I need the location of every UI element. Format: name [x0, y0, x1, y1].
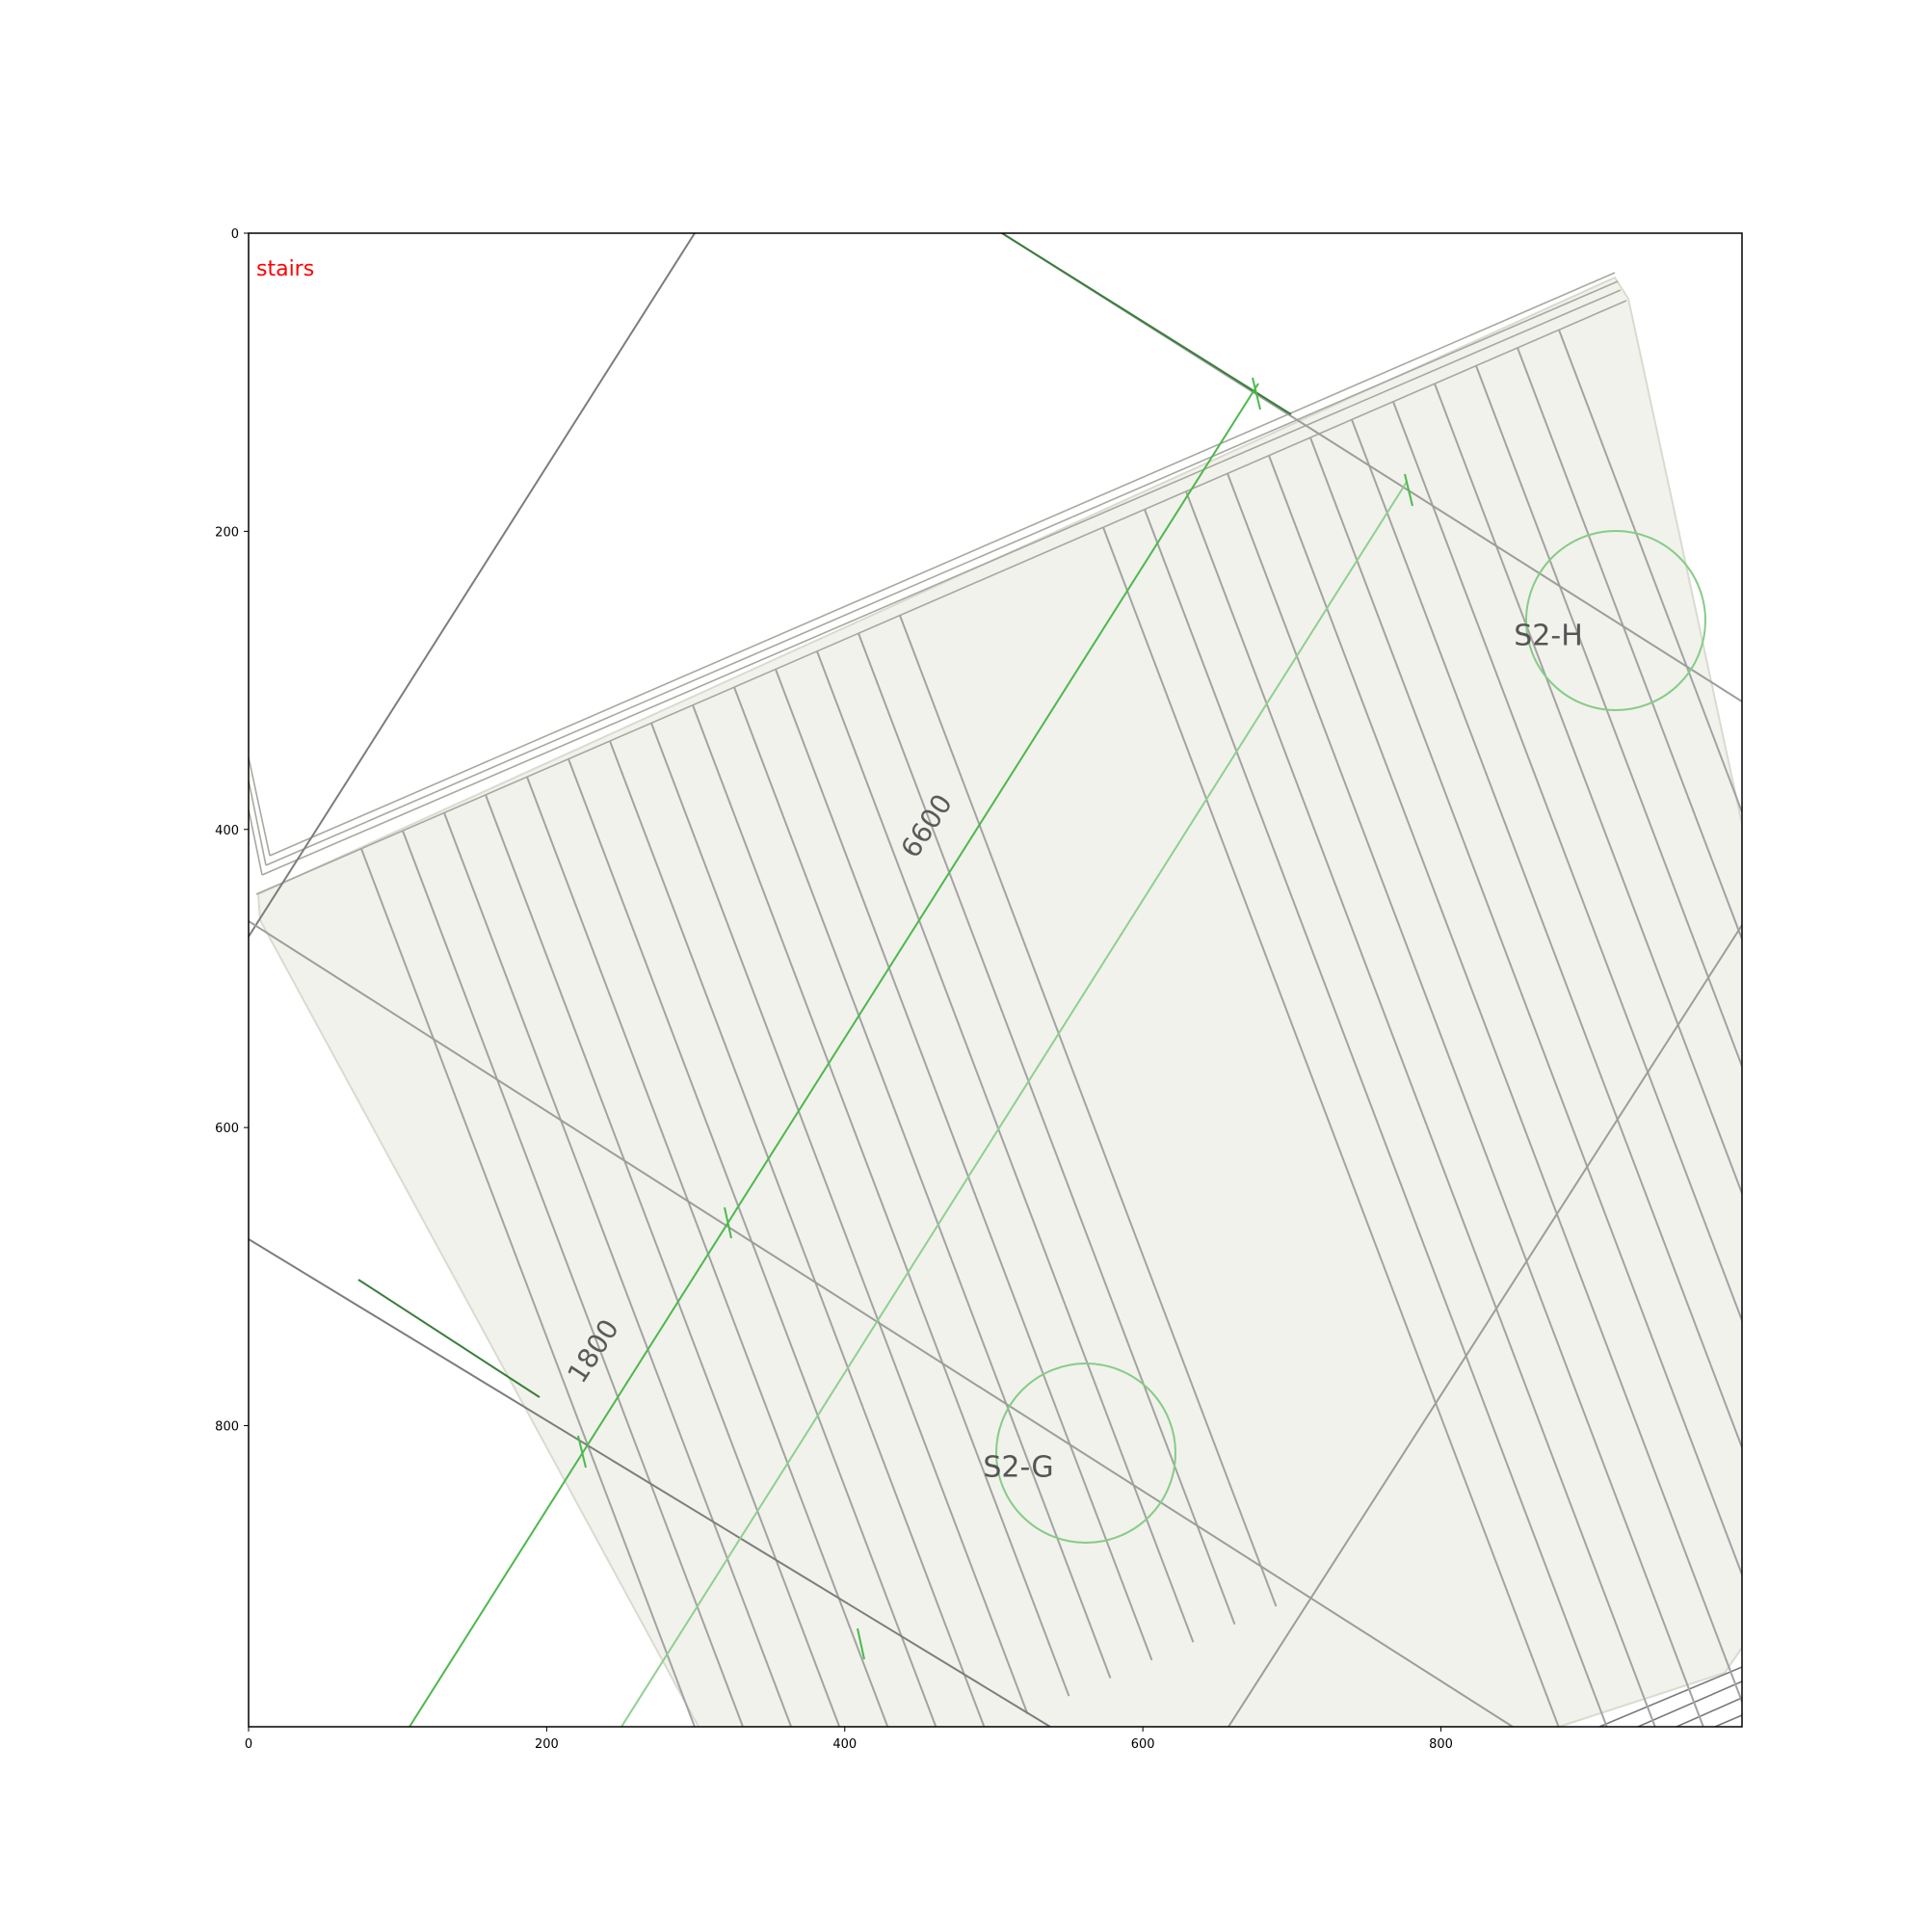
stair-tread-line	[692, 704, 1070, 1697]
stair-tread-line	[1392, 401, 1742, 1324]
stair-tread-line	[1434, 383, 1742, 1197]
stair-tread-line	[816, 650, 1195, 1643]
grid-label-s2-h: S2-H	[1514, 620, 1583, 653]
x-tick-label: 800	[1429, 1737, 1453, 1752]
stair-tread-line	[775, 669, 1153, 1661]
stair-tread-line	[568, 758, 937, 1727]
x-axis-ticks: 0 200 400 600 800	[245, 1727, 1453, 1752]
gray-structure-lines	[249, 233, 1051, 1727]
grid-line-right-diag	[1227, 924, 1742, 1727]
stair-tread-line	[360, 848, 697, 1727]
stair-tread-line	[733, 686, 1112, 1679]
gray-line-diag-left	[249, 233, 696, 938]
stair-treads-right	[1102, 329, 1742, 1727]
x-tick-label: 600	[1131, 1737, 1155, 1752]
y-tick-label: 800	[215, 1420, 239, 1435]
stair-treads-left	[360, 615, 1278, 1727]
stair-bottom-edge	[1598, 1666, 1742, 1727]
stair-tread-line	[650, 723, 1029, 1715]
stair-tread-line	[1102, 526, 1560, 1727]
green-dimension-lines	[409, 377, 1413, 1727]
x-tick-label: 400	[832, 1737, 857, 1752]
stair-floor-slab	[256, 276, 1742, 1727]
stair-top-edge	[249, 272, 1627, 895]
stair-tread-line	[1268, 455, 1742, 1705]
dim-line-1800	[409, 383, 1259, 1727]
dark-green-lines	[357, 233, 1292, 1398]
y-tick-label: 400	[215, 824, 239, 838]
grid-label-s2-g: S2-G	[983, 1451, 1053, 1485]
stair-tread-line	[402, 830, 745, 1727]
stair-tread-line	[1227, 472, 1704, 1727]
stair-tread-line	[899, 615, 1278, 1607]
dim-line-6600	[620, 481, 1408, 1727]
stair-tread-line	[1558, 329, 1742, 815]
y-tick-label: 0	[231, 227, 239, 242]
stair-tread-line	[1309, 437, 1742, 1577]
grid-line-g	[249, 920, 1514, 1727]
stair-tread-line	[1144, 509, 1608, 1727]
y-axis-ticks: 0 200 400 600 800	[215, 227, 249, 1435]
gray-line-lower-left	[249, 1238, 1051, 1727]
stair-tread-line	[1517, 347, 1742, 942]
y-tick-label: 600	[215, 1122, 239, 1136]
grid-circle-s2-g	[995, 1363, 1176, 1544]
x-tick-label: 0	[245, 1737, 252, 1752]
stair-tread-line	[1475, 365, 1742, 1070]
plot-area: 6600 1800 S2-H S2-G	[249, 233, 1742, 1727]
stair-tread-line	[443, 812, 793, 1727]
y-tick-label: 200	[215, 525, 239, 540]
stair-tread-line	[609, 740, 986, 1727]
stair-tread-line	[485, 794, 841, 1727]
axes-frame	[248, 232, 1743, 1728]
stair-tread-line	[858, 632, 1236, 1625]
grid-circle-s2-h	[1525, 530, 1706, 711]
stair-tread-line	[1185, 490, 1656, 1727]
stair-tread-line	[1351, 419, 1742, 1450]
plot-title: stairs	[256, 257, 314, 281]
stair-tread-line	[526, 776, 889, 1727]
x-tick-label: 200	[535, 1737, 559, 1752]
